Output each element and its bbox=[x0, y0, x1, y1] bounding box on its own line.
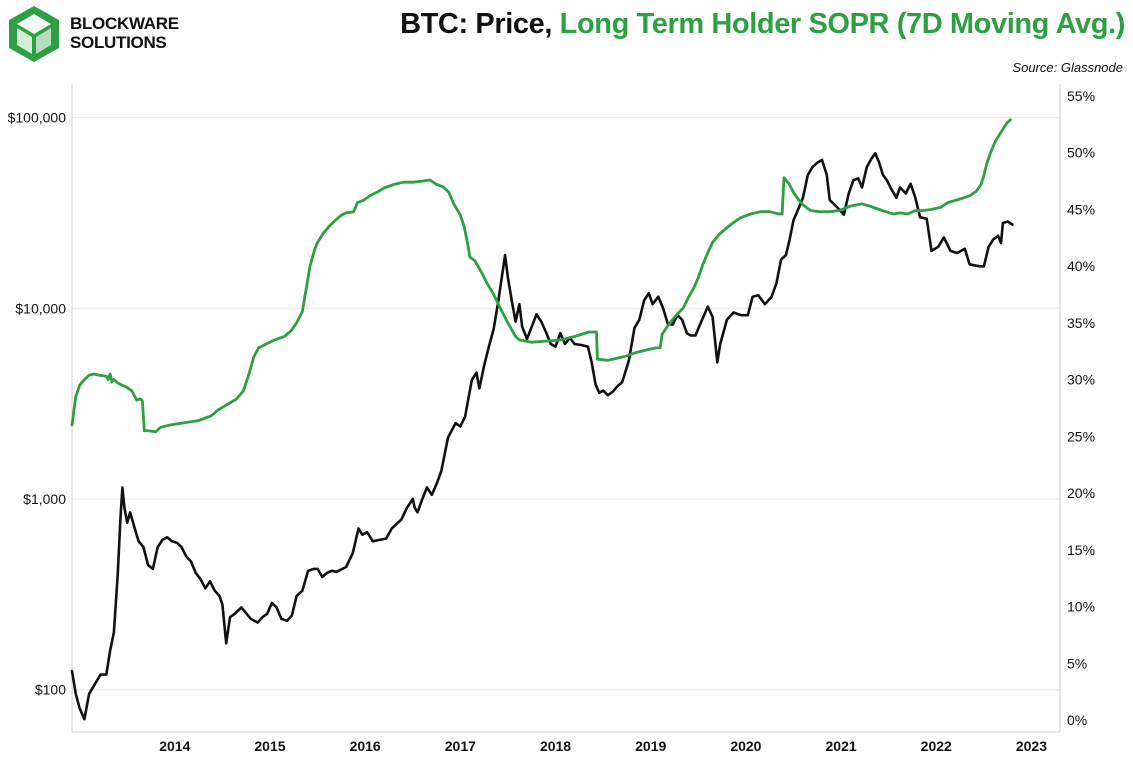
x-tick-label: 2016 bbox=[350, 738, 381, 754]
y-right-tick-label: 50% bbox=[1067, 145, 1095, 161]
grid-lines bbox=[71, 84, 1061, 733]
series-group bbox=[70, 118, 1014, 721]
y-left-tick-label: $100 bbox=[35, 682, 66, 698]
chart-title-price: BTC: Price, bbox=[400, 8, 560, 40]
chart-title: BTC: Price, Long Term Holder SOPR (7D Mo… bbox=[400, 8, 1125, 41]
y-left-tick-label: $1,000 bbox=[23, 491, 66, 507]
y-right-tick-label: 40% bbox=[1067, 258, 1095, 274]
y-right-tick-label: 15% bbox=[1067, 542, 1095, 558]
x-tick-label: 2019 bbox=[635, 738, 666, 754]
chart-title-sopr: Long Term Holder SOPR (7D Moving Avg.) bbox=[559, 8, 1126, 40]
x-tick-label: 2018 bbox=[540, 738, 571, 754]
y-right-tick-label: 35% bbox=[1067, 315, 1095, 331]
blockware-logo-icon bbox=[9, 6, 59, 62]
x-tick-label: 2021 bbox=[826, 738, 857, 754]
y-right-tick-label: 20% bbox=[1067, 485, 1095, 501]
x-tick-label: 2022 bbox=[921, 738, 952, 754]
y-left-tick-label: $10,000 bbox=[15, 300, 66, 316]
y-left-tick-label: $100,000 bbox=[8, 110, 67, 126]
y-axis-right: 0% 5% 10% 15% 20% 25% 30% 35% 40% 45% 50% 55% bbox=[1067, 88, 1095, 728]
y-right-tick-label: 5% bbox=[1067, 655, 1087, 671]
x-tick-label: 2014 bbox=[159, 738, 190, 754]
series-line-lth-sopr bbox=[70, 118, 1012, 434]
series-line-btc-price bbox=[70, 152, 1014, 721]
brand-line1: BLOCKWARE bbox=[70, 14, 179, 33]
y-right-tick-label: 30% bbox=[1067, 372, 1095, 388]
y-right-tick-label: 25% bbox=[1067, 428, 1095, 444]
x-tick-label: 2017 bbox=[445, 738, 476, 754]
y-right-tick-label: 55% bbox=[1067, 88, 1095, 104]
source-note: Source: Glassnode bbox=[1012, 60, 1123, 75]
x-tick-label: 2023 bbox=[1016, 738, 1047, 754]
y-right-tick-label: 0% bbox=[1067, 712, 1087, 728]
y-axis-left: $100 $1,000 $10,000 $100,000 bbox=[8, 110, 67, 698]
brand-line2: SOLUTIONS bbox=[70, 33, 167, 52]
y-right-tick-label: 45% bbox=[1067, 201, 1095, 217]
x-tick-label: 2015 bbox=[254, 738, 285, 754]
brand-logo: BLOCKWARE SOLUTIONS bbox=[6, 4, 179, 62]
x-axis: 2014 2015 2016 2017 2018 2019 2020 2021 2022 2023 bbox=[159, 738, 1047, 754]
x-tick-label: 2020 bbox=[730, 738, 761, 754]
y-right-tick-label: 10% bbox=[1067, 599, 1095, 615]
